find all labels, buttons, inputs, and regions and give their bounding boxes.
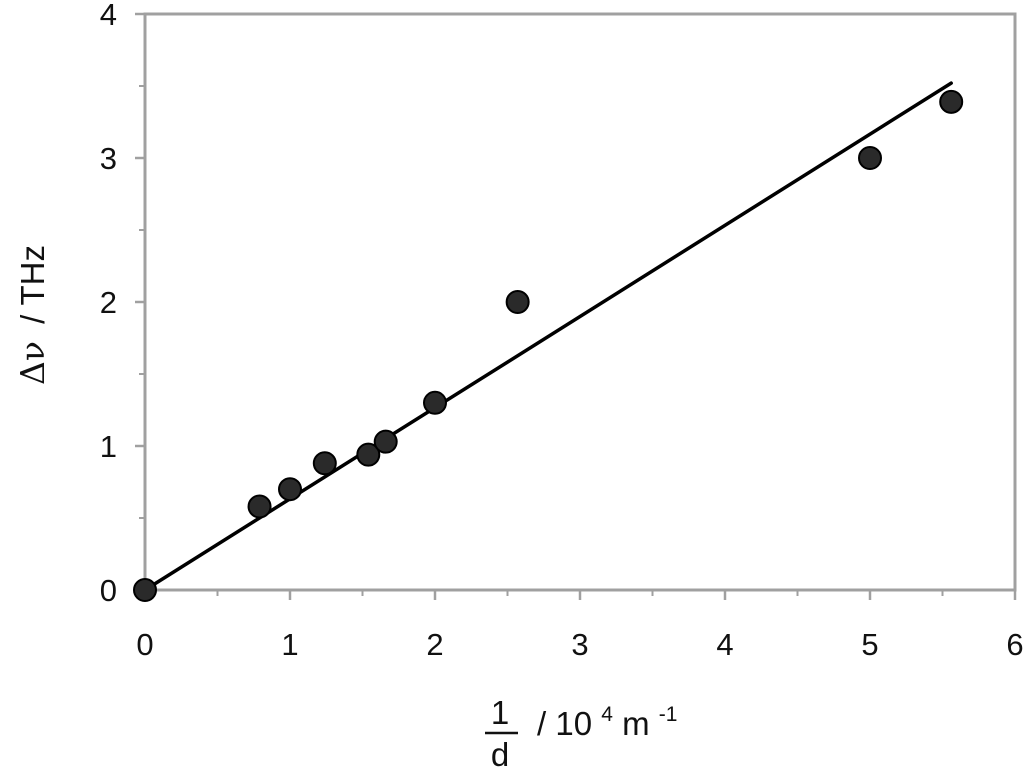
x-axis-unit-text: / 10 xyxy=(537,705,592,742)
data-point xyxy=(278,477,302,502)
plot-area-frame xyxy=(143,12,1017,592)
x-axis-label: 1 d / 10 4 m -1 xyxy=(485,691,677,770)
x-tick-label: 3 xyxy=(571,627,588,662)
x-axis-unit-base-exponent: -1 xyxy=(659,703,678,726)
x-axis-ticks: 0 1 2 3 4 5 6 xyxy=(136,590,1024,662)
x-axis-label-numerator: 1 xyxy=(491,694,509,731)
svg-text:Δν / THz: Δν / THz xyxy=(13,245,52,385)
y-tick-label: 4 xyxy=(100,0,117,32)
y-axis-ticks: 0 1 2 3 4 xyxy=(100,0,145,608)
data-point xyxy=(247,494,272,519)
data-point xyxy=(505,290,530,314)
data-point xyxy=(939,89,964,114)
x-tick-label: 6 xyxy=(1006,627,1023,662)
x-axis-unit-base: m xyxy=(622,705,650,742)
x-axis-unit-exponent: 4 xyxy=(601,703,613,726)
x-tick-label: 1 xyxy=(281,627,298,662)
x-axis-label-denominator: d xyxy=(491,736,509,770)
fit-line xyxy=(143,81,953,592)
data-point xyxy=(858,146,882,170)
y-axis-label: Δν / THz xyxy=(13,245,52,385)
y-tick-label: 1 xyxy=(100,429,117,464)
data-point xyxy=(423,390,447,415)
y-axis-label-symbol: Δν xyxy=(13,341,52,385)
data-point xyxy=(373,429,398,454)
x-axis-label-unit: / 10 4 m -1 xyxy=(537,691,677,742)
data-points xyxy=(133,89,964,602)
x-tick-label: 2 xyxy=(426,627,443,662)
y-tick-label: 3 xyxy=(100,141,117,176)
data-point xyxy=(133,578,157,602)
data-point xyxy=(312,451,337,476)
x-tick-label: 4 xyxy=(716,627,733,662)
data-point xyxy=(356,442,381,467)
y-tick-label: 2 xyxy=(100,285,117,320)
x-tick-label: 5 xyxy=(861,627,878,662)
x-tick-label: 0 xyxy=(136,627,153,662)
y-tick-label: 0 xyxy=(100,573,117,608)
fit-line-group xyxy=(143,81,953,592)
y-axis-label-unit: / THz xyxy=(14,245,51,324)
